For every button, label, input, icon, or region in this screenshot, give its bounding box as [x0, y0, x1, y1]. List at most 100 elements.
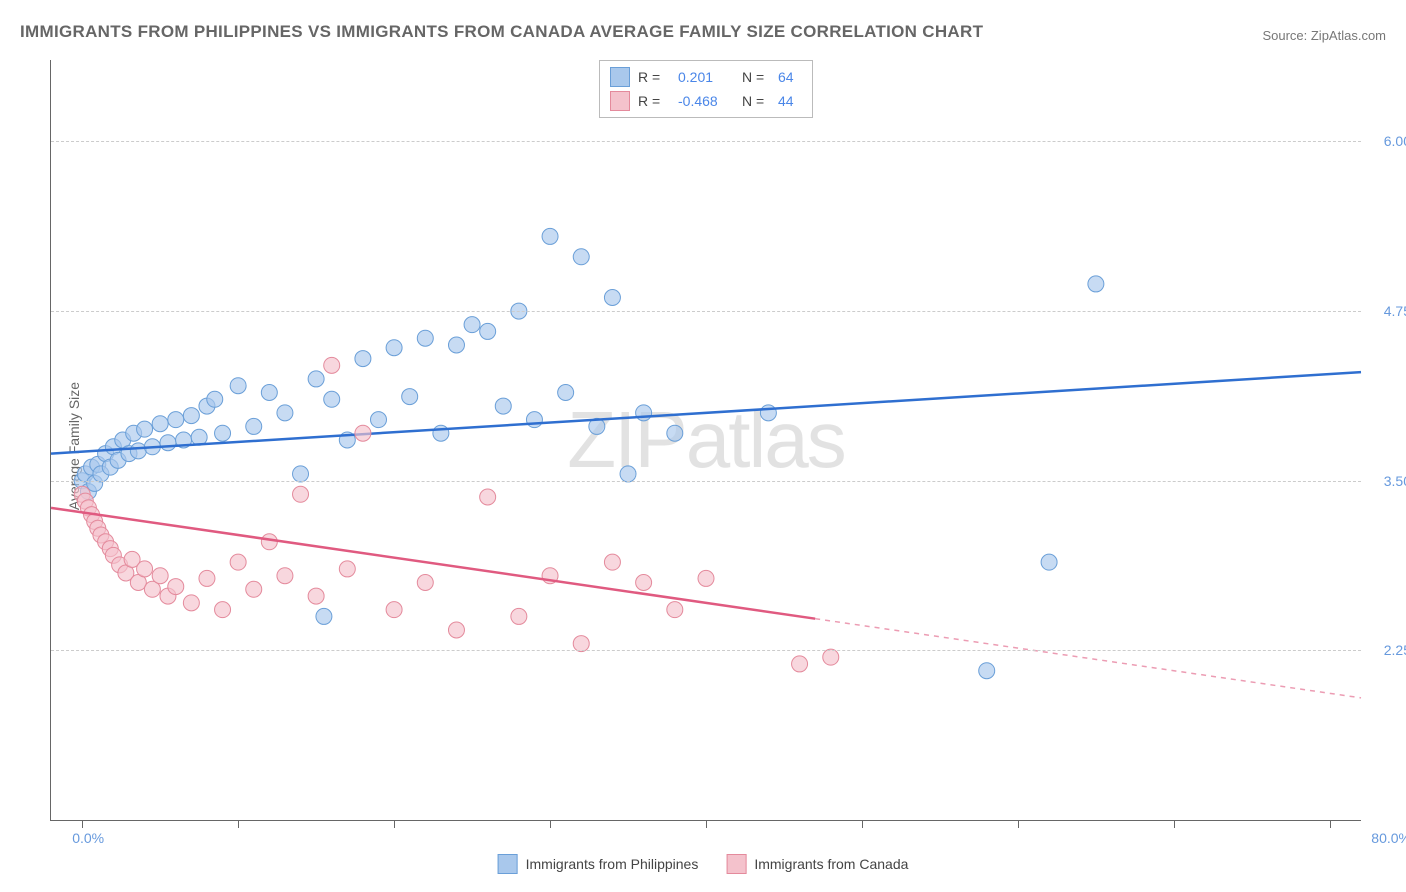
data-point — [792, 656, 808, 672]
data-point — [417, 330, 433, 346]
data-point — [604, 290, 620, 306]
data-point — [667, 602, 683, 618]
data-point — [495, 398, 511, 414]
legend-swatch — [610, 67, 630, 87]
data-point — [433, 425, 449, 441]
data-point — [293, 486, 309, 502]
data-point — [698, 570, 714, 586]
data-point — [760, 405, 776, 421]
data-point — [324, 357, 340, 373]
data-point — [152, 568, 168, 584]
data-point — [573, 249, 589, 265]
legend-r-label: R = — [638, 93, 670, 109]
legend-r-label: R = — [638, 69, 670, 85]
legend-r-value: -0.468 — [678, 93, 734, 109]
y-tick-label: 2.25 — [1367, 642, 1406, 658]
plot-area: ZIPatlas R =0.201N =64R =-0.468N =44 2.2… — [50, 60, 1361, 821]
data-point — [316, 608, 332, 624]
data-point — [620, 466, 636, 482]
data-point — [979, 663, 995, 679]
data-point — [324, 391, 340, 407]
data-point — [130, 443, 146, 459]
x-tick — [550, 820, 551, 828]
data-point — [558, 385, 574, 401]
data-point — [448, 337, 464, 353]
legend-series: Immigrants from Philippines Immigrants fr… — [498, 854, 909, 874]
data-point — [480, 489, 496, 505]
data-point — [636, 405, 652, 421]
legend-correlation: R =0.201N =64R =-0.468N =44 — [599, 60, 813, 118]
y-tick-label: 6.00 — [1367, 133, 1406, 149]
legend-item: Immigrants from Canada — [726, 854, 908, 874]
legend-swatch — [726, 854, 746, 874]
data-point — [261, 534, 277, 550]
x-tick — [238, 820, 239, 828]
data-point — [386, 340, 402, 356]
x-tick — [1330, 820, 1331, 828]
legend-label: Immigrants from Philippines — [526, 856, 699, 872]
data-point — [526, 412, 542, 428]
gridline — [51, 481, 1361, 482]
data-point — [355, 351, 371, 367]
data-point — [386, 602, 402, 618]
data-point — [402, 389, 418, 405]
data-point — [355, 425, 371, 441]
data-point — [246, 581, 262, 597]
legend-n-value: 64 — [778, 69, 802, 85]
legend-row: R =0.201N =64 — [610, 65, 802, 89]
data-point — [230, 378, 246, 394]
data-point — [152, 416, 168, 432]
data-point — [215, 602, 231, 618]
data-point — [137, 421, 153, 437]
x-max-label: 80.0% — [1371, 830, 1406, 846]
data-point — [339, 561, 355, 577]
data-point — [1041, 554, 1057, 570]
data-point — [168, 412, 184, 428]
data-point — [215, 425, 231, 441]
x-tick — [706, 820, 707, 828]
data-point — [308, 371, 324, 387]
data-point — [636, 575, 652, 591]
x-min-label: 0.0% — [72, 830, 104, 846]
source-attribution: Source: ZipAtlas.com — [1262, 28, 1386, 43]
legend-row: R = -0.468 N = 44 — [610, 89, 802, 113]
legend-n-value: 44 — [778, 93, 802, 109]
chart-title: IMMIGRANTS FROM PHILIPPINES VS IMMIGRANT… — [20, 22, 983, 42]
data-point — [261, 385, 277, 401]
data-point — [448, 622, 464, 638]
data-point — [604, 554, 620, 570]
data-point — [480, 323, 496, 339]
legend-n-label: N = — [742, 93, 770, 109]
data-point — [277, 405, 293, 421]
data-point — [277, 568, 293, 584]
x-tick — [82, 820, 83, 828]
data-point — [464, 317, 480, 333]
data-point — [308, 588, 324, 604]
data-point — [183, 408, 199, 424]
data-point — [417, 575, 433, 591]
data-point — [542, 228, 558, 244]
data-point — [667, 425, 683, 441]
data-point — [168, 579, 184, 595]
regression-line-extrapolated — [815, 619, 1361, 698]
data-point — [230, 554, 246, 570]
x-tick — [394, 820, 395, 828]
data-point — [823, 649, 839, 665]
gridline — [51, 141, 1361, 142]
data-point — [1088, 276, 1104, 292]
legend-label: Immigrants from Canada — [754, 856, 908, 872]
data-point — [573, 636, 589, 652]
legend-n-label: N = — [742, 69, 770, 85]
data-point — [160, 435, 176, 451]
x-tick — [862, 820, 863, 828]
scatter-svg — [51, 60, 1361, 820]
gridline — [51, 650, 1361, 651]
gridline — [51, 311, 1361, 312]
x-tick — [1018, 820, 1019, 828]
data-point — [246, 418, 262, 434]
legend-swatch — [610, 91, 630, 111]
data-point — [183, 595, 199, 611]
regression-line — [51, 372, 1361, 453]
data-point — [199, 570, 215, 586]
y-tick-label: 3.50 — [1367, 473, 1406, 489]
